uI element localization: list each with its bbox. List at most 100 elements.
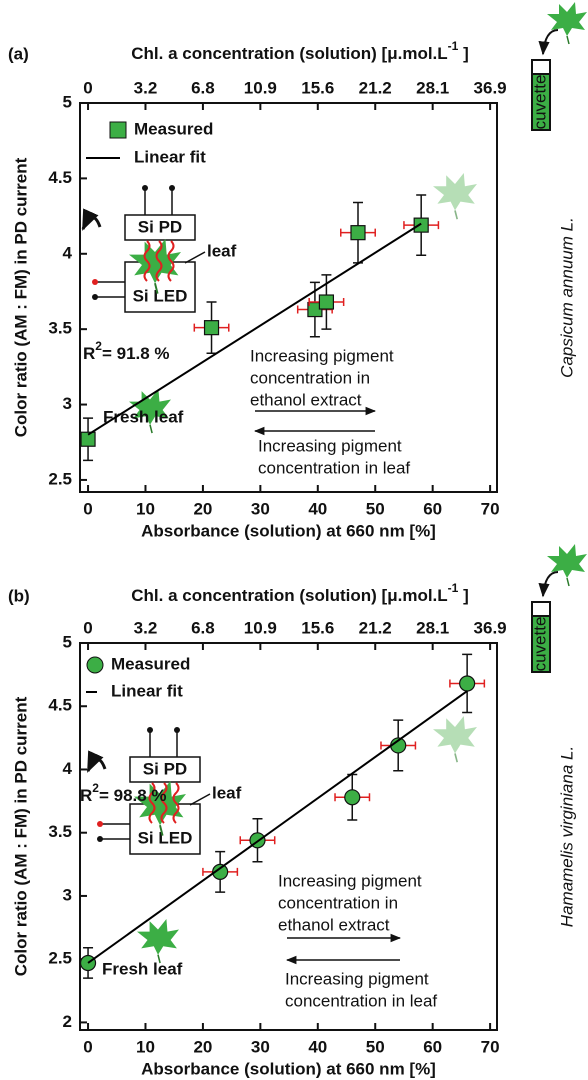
x-tick-label: 0	[83, 499, 92, 518]
leaf-shape	[134, 781, 186, 826]
y-axis-title: Color ratio (AM : FM) in PD current	[11, 696, 30, 976]
x2-tick-label: 28.1	[416, 618, 449, 637]
pd-box	[129, 756, 201, 783]
x-tick-label: 60	[423, 1037, 442, 1056]
marker	[413, 217, 429, 233]
x-axis-title: Absorbance (solution) at 660 nm [%]	[141, 1059, 436, 1078]
x-tick-label: 50	[366, 1037, 385, 1056]
x-tick-label: 20	[193, 499, 212, 518]
pd-box	[124, 214, 196, 241]
light-wave	[155, 240, 163, 282]
y-tick-label: 3	[63, 394, 72, 413]
pin-dot	[142, 185, 148, 191]
x2-tick-label: 10.9	[244, 618, 277, 637]
x2-axis-title: Chl. a concentration (solution) [μ.mol.L…	[131, 581, 468, 605]
x-tick-label: 10	[136, 1037, 155, 1056]
cuvette-arrow	[538, 29, 559, 56]
annotation: Increasing pigment	[250, 346, 394, 365]
legend-marker	[86, 656, 104, 674]
plot-frame	[79, 642, 498, 1031]
x2-axis-title-end: ]	[458, 44, 468, 63]
marker	[80, 431, 96, 447]
legend-label: Linear fit	[111, 681, 183, 700]
leaf-stem	[566, 577, 570, 587]
pin-dot	[174, 727, 180, 733]
fit-line	[87, 222, 422, 436]
leaf-label: leaf	[207, 241, 237, 260]
annotation: concentration in	[250, 368, 370, 387]
annotation: Increasing pigment	[278, 871, 422, 890]
r2-label-sup: 2	[92, 781, 99, 795]
leaf-shape	[129, 239, 181, 284]
y-tick-label: 4.5	[48, 696, 72, 715]
x2-tick-label: 28.1	[416, 78, 449, 97]
x2-tick-label: 10.9	[244, 78, 277, 97]
x-axis-title: Absorbance (solution) at 660 nm [%]	[141, 521, 436, 540]
x2-axis-title: Chl. a concentration (solution) [μ.mol.L…	[131, 39, 468, 63]
y-tick-label: 4	[63, 243, 73, 262]
plot-frame	[79, 102, 498, 493]
annotation: ethanol extract	[250, 390, 362, 409]
y-tick-label: 5	[63, 92, 72, 111]
x2-axis-title-main: Chl. a concentration (solution) [μ.mol.L	[131, 44, 447, 63]
x2-axis-title-end: ]	[458, 586, 468, 605]
legend-label: Linear fit	[134, 147, 206, 166]
x2-tick-label: 0	[83, 78, 92, 97]
y-tick-label: 4.5	[48, 168, 72, 187]
x-tick-label: 60	[423, 499, 442, 518]
leaf-icon	[134, 781, 186, 836]
x2-tick-label: 6.8	[191, 78, 215, 97]
leaf-stem	[157, 954, 161, 964]
marker	[203, 320, 220, 336]
y-tick-label: 2	[63, 1012, 72, 1031]
leaf-icon	[547, 544, 587, 587]
r2-label-end: = 98.8 %	[99, 786, 167, 805]
pd-label: Si PD	[138, 217, 182, 236]
x2-tick-label: 3.2	[134, 618, 158, 637]
species-label: Hamamelis virginiana L.	[557, 746, 576, 927]
x2-axis-title-sup: -1	[448, 39, 459, 53]
x-tick-label: 40	[308, 1037, 327, 1056]
curved-arrow	[86, 750, 107, 773]
legend-label: Measured	[111, 654, 190, 673]
cuvette-label: cuvette	[530, 617, 549, 672]
pin-dot	[97, 821, 103, 827]
annotation: Increasing pigment	[258, 436, 402, 455]
cuvette-top	[531, 601, 551, 617]
y-tick-label: 2.5	[48, 949, 72, 968]
cuvette-arrow	[538, 571, 559, 598]
y-axis-title: Color ratio (AM : FM) in PD current	[11, 157, 30, 437]
x-tick-label: 30	[251, 1037, 270, 1056]
leaf-pointer	[189, 793, 211, 806]
pin-dot	[92, 294, 98, 300]
light-wave	[143, 240, 151, 282]
leaf-shape	[137, 919, 179, 955]
leaf-stem	[154, 282, 159, 294]
leaf-shape	[547, 544, 587, 578]
marker	[350, 225, 366, 241]
x-tick-label: 0	[83, 1037, 92, 1056]
x2-tick-label: 6.8	[191, 618, 215, 637]
x-tick-label: 20	[193, 1037, 212, 1056]
leaf-stem	[566, 35, 570, 45]
y-tick-label: 5	[63, 632, 72, 651]
light-wave	[160, 782, 168, 824]
panel-label: (a)	[8, 44, 29, 63]
marker	[318, 294, 335, 310]
leaf-shape	[547, 2, 587, 36]
marker	[344, 789, 361, 806]
pin-dot	[92, 279, 98, 285]
x-tick-label: 30	[251, 499, 270, 518]
leaf-shape	[129, 389, 171, 425]
x2-tick-label: 21.2	[359, 618, 392, 637]
marker	[212, 863, 229, 881]
leaf-stem	[454, 753, 459, 763]
y-tick-label: 3.5	[48, 319, 72, 338]
leaf-shape	[433, 716, 477, 754]
x2-tick-label: 36.9	[474, 618, 507, 637]
annotation: concentration in	[278, 893, 398, 912]
cuvette-label: cuvette	[530, 75, 549, 130]
leaf-pointer	[184, 251, 206, 264]
x2-axis-title-main: Chl. a concentration (solution) [μ.mol.L	[131, 586, 447, 605]
leaf-icon	[433, 173, 477, 220]
